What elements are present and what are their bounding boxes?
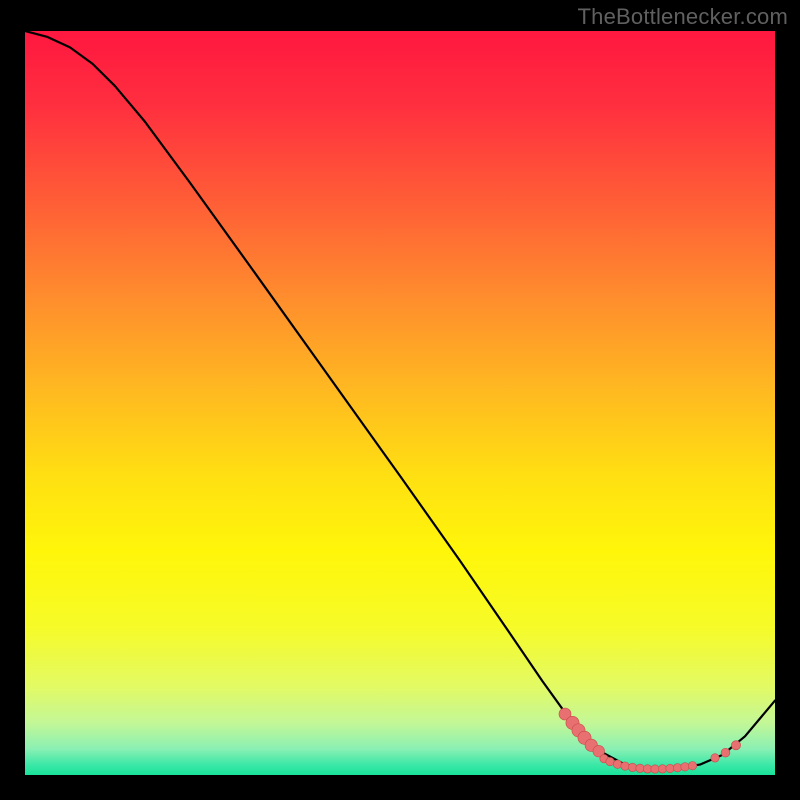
curve-marker [666,764,674,772]
curve-marker [721,748,730,757]
curve-marker [613,760,621,768]
curve-marker [688,762,696,770]
chart-stage: TheBottlenecker.com [0,0,800,800]
curve-marker [681,763,689,771]
curve-marker [643,765,651,773]
plot-panel [25,31,775,775]
curve-marker [731,741,740,750]
plot-svg [25,31,775,775]
curve-marker [628,763,636,771]
curve-marker [621,762,629,770]
gradient-background [25,31,775,775]
attribution-text: TheBottlenecker.com [578,4,788,30]
curve-marker [636,764,644,772]
curve-marker [711,754,719,762]
curve-marker [606,757,614,765]
curve-marker [673,764,681,772]
curve-marker [651,765,659,773]
curve-marker [658,765,666,773]
